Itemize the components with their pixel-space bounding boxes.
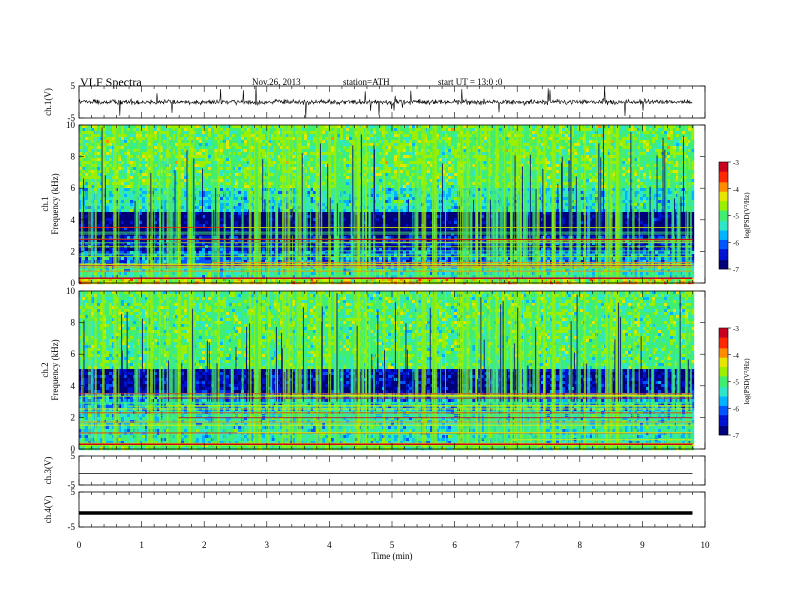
colorbar-2 (718, 161, 731, 270)
colorbar-tick-2: -7 (733, 266, 739, 274)
ytick-label-3: 2 (71, 412, 76, 422)
ytick-label-5: 5 (71, 487, 76, 497)
ytick-label-4: 5 (71, 451, 76, 461)
waveform-1 (78, 85, 693, 118)
figure-title: VLF Spectra (80, 75, 142, 90)
ylabel-frequency-3: Frequency (kHz) (50, 339, 60, 400)
xtick-label: 3 (265, 540, 270, 550)
xtick-label: 9 (640, 540, 645, 550)
xtick-label: 7 (515, 540, 520, 550)
colorbar-tick-3: -3 (733, 325, 739, 333)
colorbar-tick-2: -5 (733, 213, 739, 221)
colorbar-tick-3: -7 (733, 432, 739, 440)
colorbar-tick-3: -4 (733, 352, 739, 360)
ylabel-1: ch.1(V) (43, 88, 53, 116)
ytick-label-2: 8 (71, 152, 76, 162)
ytick-label-3: 6 (71, 349, 76, 359)
xtick-label: 5 (390, 540, 395, 550)
ytick-label-2: 0 (71, 278, 76, 288)
ytick-label-2: 4 (71, 215, 76, 225)
colorbar-tick-3: -6 (733, 405, 739, 413)
xaxis-label: Time (min) (372, 551, 413, 561)
colorbar-label-2: log(PSD(V²/Hz) (743, 192, 751, 239)
ytick-label-4: -5 (68, 480, 76, 490)
ytick-label-3: 8 (71, 318, 76, 328)
colorbar-tick-2: -4 (733, 186, 739, 194)
ylabel-frequency-2: Frequency (kHz) (50, 173, 60, 234)
ytick-label-3: 10 (66, 286, 76, 296)
xtick-label: 2 (202, 540, 207, 550)
ytick-label-3: 0 (71, 444, 76, 454)
ytick-label-2: 2 (71, 246, 76, 256)
spectrogram-3 (79, 291, 695, 451)
colorbar-label-3: log(PSD(V²/Hz) (743, 358, 751, 405)
colorbar-3 (718, 327, 731, 436)
ytick-label-2: 6 (71, 183, 76, 193)
start-time-label: start UT = 13:0 :0 (438, 77, 502, 87)
xtick-label: 4 (327, 540, 332, 550)
date-label: Nov.26, 2013 (252, 77, 301, 87)
colorbar-tick-2: -3 (733, 159, 739, 167)
ytick-label-3: 4 (71, 381, 76, 391)
colorbar-tick-2: -6 (733, 239, 739, 247)
xtick-label: 1 (139, 540, 144, 550)
xtick-label: 8 (578, 540, 583, 550)
spectrogram-2 (79, 125, 695, 285)
xtick-label: 10 (701, 540, 711, 550)
station-label: station=ATH (343, 77, 390, 87)
ytick-label-5: -5 (68, 522, 76, 532)
xtick-label: 0 (77, 540, 82, 550)
ylabel-channel-2: ch.1 (40, 196, 50, 211)
colorbar-tick-3: -5 (733, 379, 739, 387)
ytick-label-1: 5 (71, 81, 76, 91)
ytick-label-1: -5 (68, 113, 76, 123)
ylabel-channel-3: ch.2 (40, 362, 50, 377)
ytick-label-2: 10 (66, 120, 76, 130)
ylabel-5: ch.4(V) (43, 496, 53, 524)
ylabel-4: ch.3(V) (43, 457, 53, 485)
xtick-label: 6 (452, 540, 457, 550)
